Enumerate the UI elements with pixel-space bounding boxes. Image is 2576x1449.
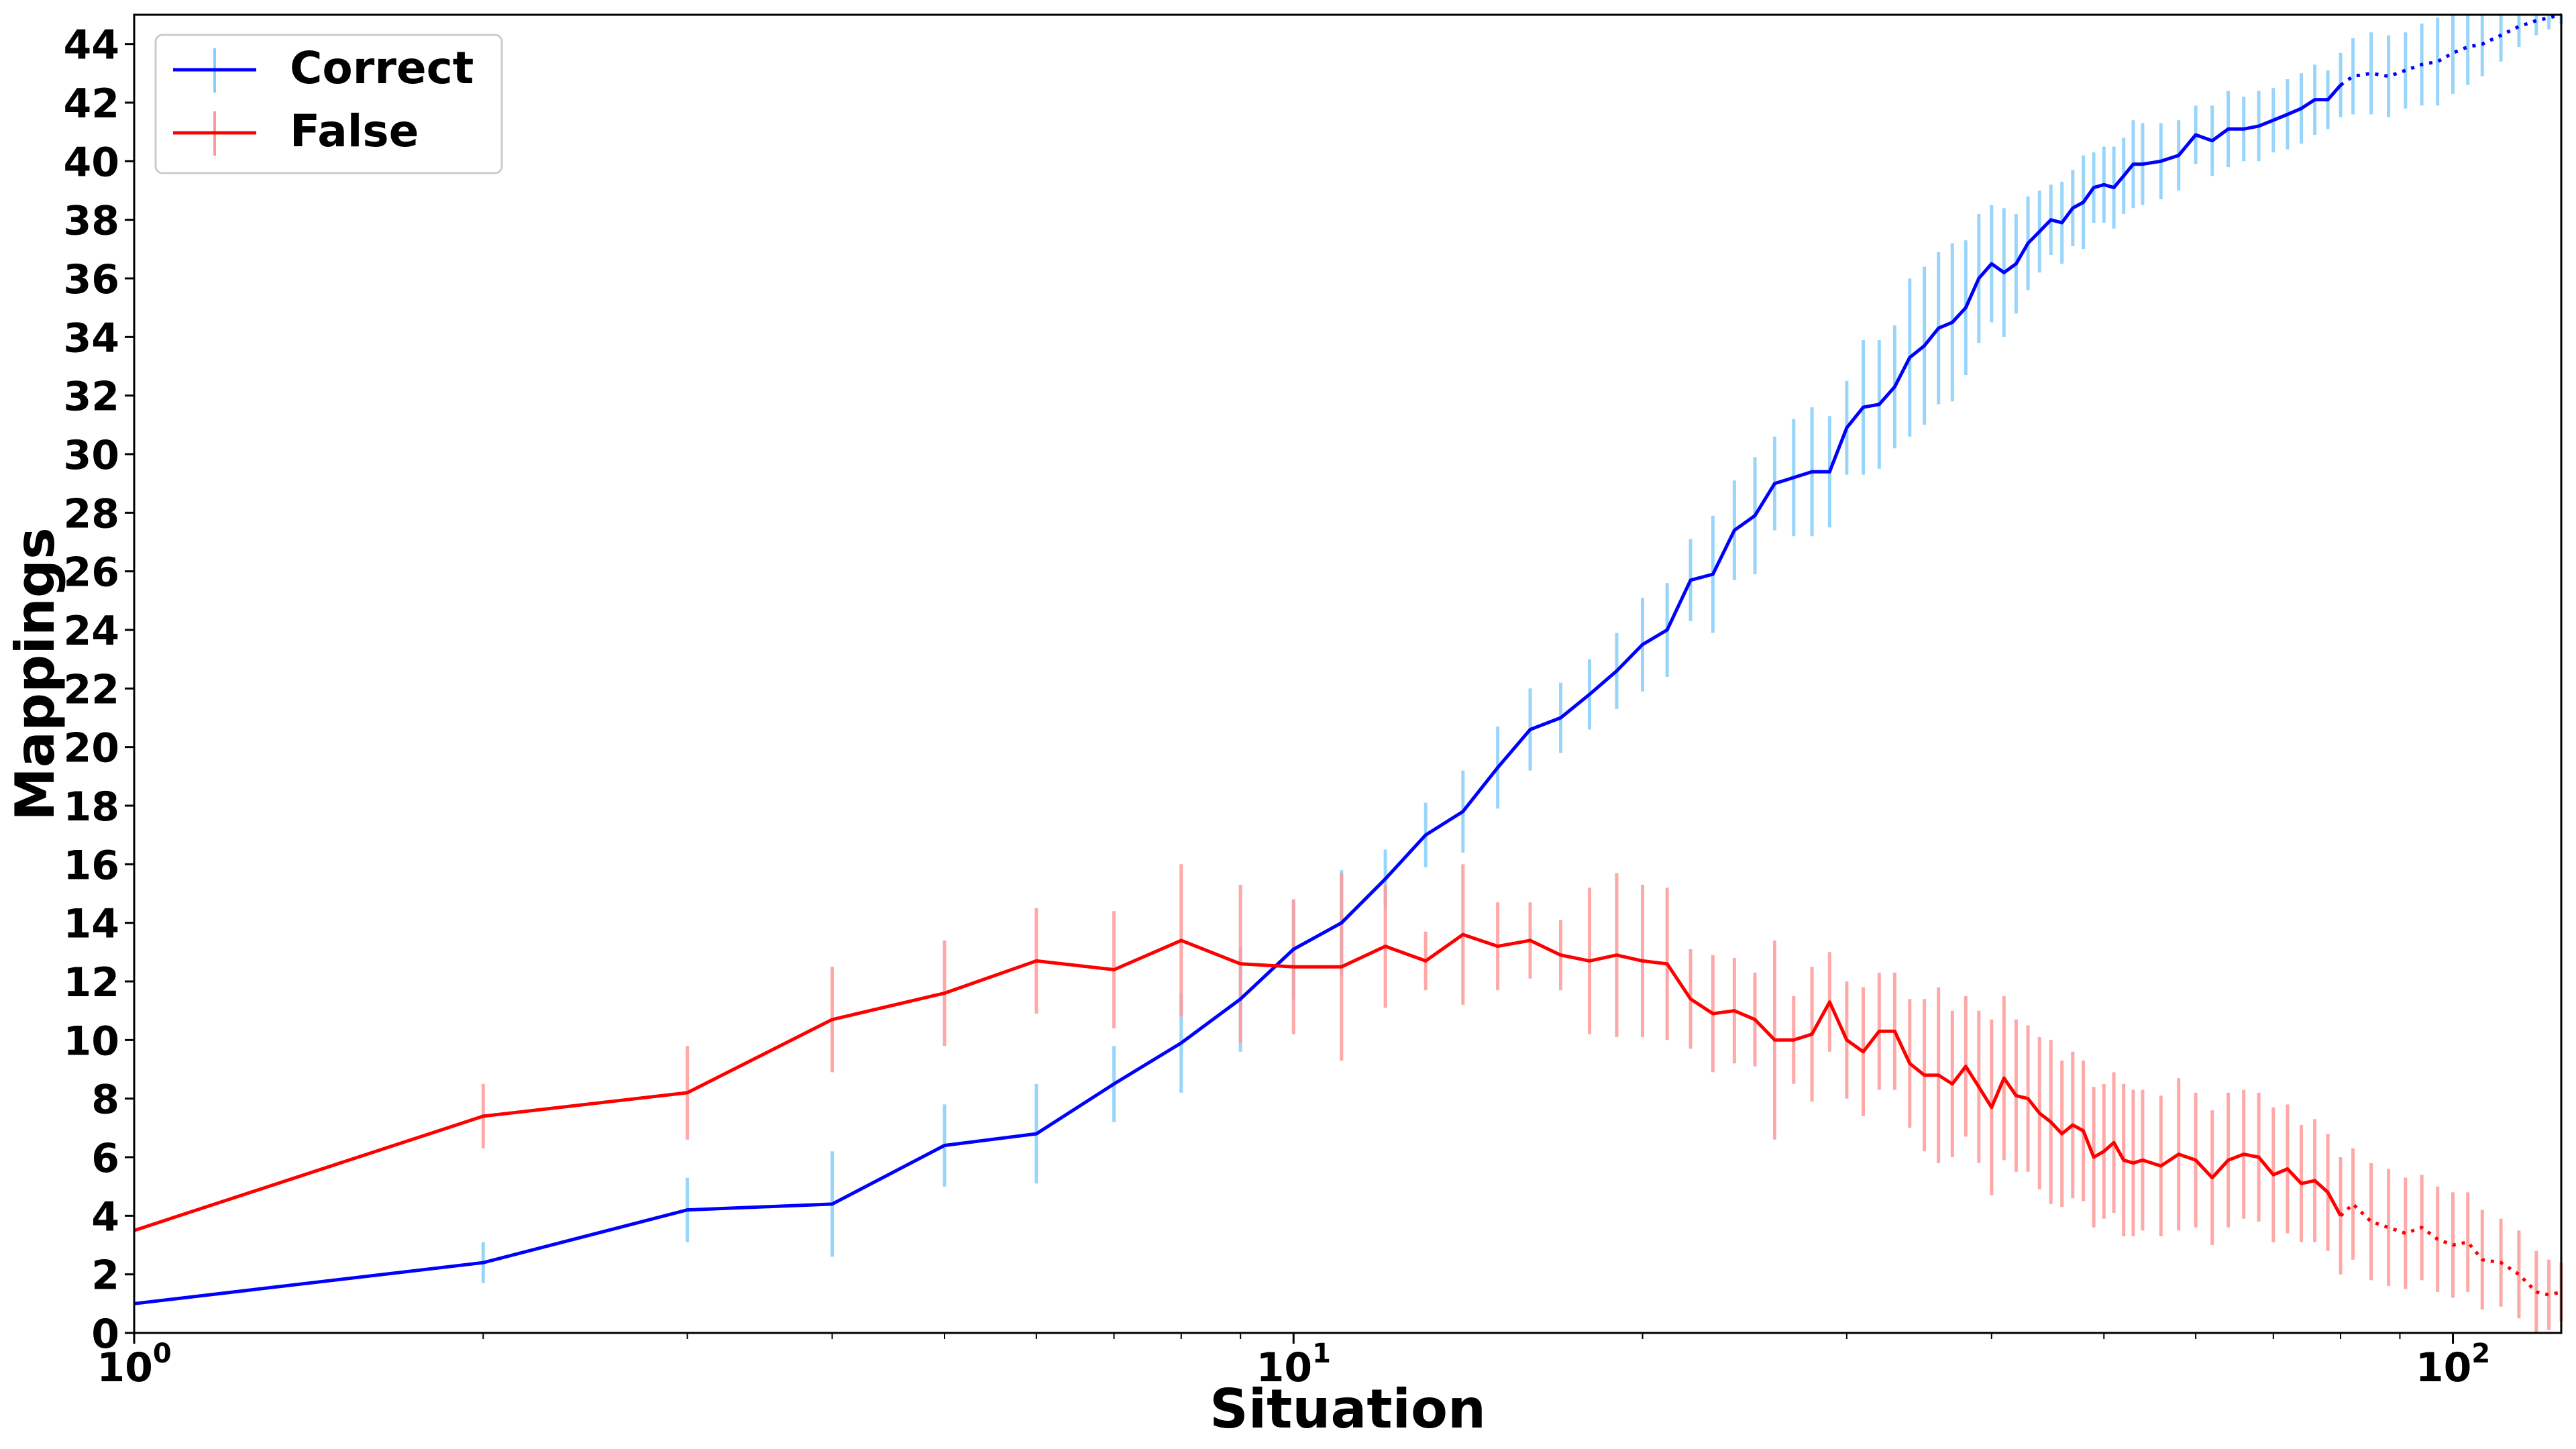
plot-frame <box>133 13 2563 1334</box>
y-tick-label: 44 <box>64 22 120 69</box>
series-line-false-tail <box>2339 1201 2562 1297</box>
y-tick-label: 4 <box>91 1193 119 1240</box>
legend: Correct False <box>154 34 503 174</box>
y-tick-label: 6 <box>91 1135 119 1182</box>
y-axis: 0246810121416182022242628303234363840424… <box>64 22 134 1358</box>
y-tick-label: 10 <box>64 1018 120 1065</box>
y-tick-label: 36 <box>64 256 120 303</box>
y-axis-label: Mappings <box>4 527 66 820</box>
y-tick-label: 40 <box>64 139 120 186</box>
y-tick-label: 30 <box>64 432 120 479</box>
y-tick-label: 12 <box>64 959 120 1006</box>
y-tick-label: 20 <box>64 725 120 772</box>
y-tick-label: 32 <box>64 374 120 421</box>
x-axis-label: Situation <box>1210 1378 1486 1440</box>
series-line-correct-tail <box>2339 13 2562 87</box>
y-tick-label: 2 <box>91 1252 119 1299</box>
y-tick-label: 38 <box>64 198 120 245</box>
y-tick-label: 26 <box>64 549 120 596</box>
y-tick-label: 18 <box>64 784 120 830</box>
y-tick-label: 28 <box>64 490 120 537</box>
y-tick-label: 0 <box>91 1311 119 1358</box>
y-tick-label: 24 <box>64 608 120 655</box>
y-tick-label: 42 <box>64 80 120 127</box>
y-tick-label: 16 <box>64 842 120 889</box>
series-line-false <box>133 932 2343 1232</box>
y-tick-label: 8 <box>91 1077 119 1124</box>
y-tick-label: 34 <box>64 315 120 362</box>
y-tick-label: 22 <box>64 666 120 713</box>
legend-label-correct: Correct <box>290 42 474 94</box>
series-lines <box>133 13 2562 1305</box>
y-tick-label: 14 <box>64 901 120 948</box>
series-line-correct <box>133 84 2342 1305</box>
legend-label-false: False <box>290 105 419 157</box>
